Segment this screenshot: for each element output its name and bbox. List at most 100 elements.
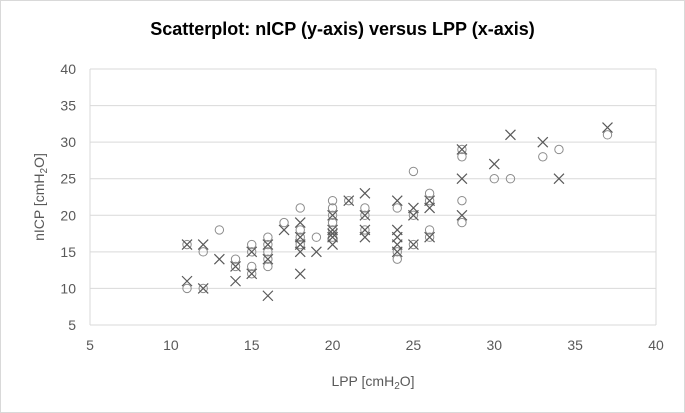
y-tick-label: 40 — [60, 61, 76, 77]
y-tick-label: 5 — [68, 317, 76, 333]
x-marker — [327, 209, 338, 221]
circle-marker — [392, 203, 402, 213]
x-marker — [246, 268, 258, 280]
circle-marker — [263, 239, 273, 250]
circle-marker — [279, 217, 289, 228]
x-marker — [359, 187, 371, 199]
y-tick-label: 30 — [60, 134, 76, 150]
circle-marker — [295, 203, 305, 213]
circle-marker — [263, 254, 273, 264]
circle-marker — [327, 210, 338, 220]
x-marker — [230, 275, 241, 287]
x-marker — [424, 231, 436, 243]
circle-marker — [424, 195, 435, 206]
circle-marker — [327, 217, 338, 228]
x-marker — [294, 268, 306, 280]
x-marker — [553, 173, 565, 185]
circle-marker — [424, 188, 435, 199]
x-tick-label: 10 — [163, 337, 179, 353]
x-marker — [181, 275, 193, 287]
x-marker — [359, 209, 371, 221]
circle-marker — [230, 261, 241, 272]
x-marker — [456, 144, 468, 155]
circle-marker — [263, 247, 273, 257]
x-marker — [294, 217, 306, 229]
x-marker — [197, 239, 209, 250]
x-marker — [408, 239, 419, 250]
y-tick-label: 15 — [60, 244, 76, 260]
x-marker — [505, 129, 516, 141]
x-marker — [488, 158, 500, 170]
x-marker — [327, 239, 338, 250]
chart-title: Scatterplot: nICP (y-axis) versus LPP (x… — [150, 19, 535, 39]
x-marker — [294, 246, 306, 258]
circle-marker — [408, 239, 419, 250]
circle-marker — [263, 232, 273, 242]
circle-marker — [295, 232, 305, 242]
circle-marker — [198, 283, 208, 294]
x-marker — [456, 209, 468, 221]
x-tick-label: 15 — [244, 337, 260, 353]
circle-marker — [392, 247, 402, 257]
circle-marker — [327, 203, 338, 213]
x-marker — [181, 239, 193, 250]
circle-marker — [182, 283, 192, 294]
circle-marker — [327, 195, 338, 206]
circle-marker — [247, 269, 257, 279]
circle-marker — [360, 225, 370, 235]
x-tick-label: 20 — [325, 337, 341, 353]
x-tick-label: 30 — [486, 337, 502, 353]
x-marker — [343, 195, 355, 207]
x-marker — [278, 224, 290, 236]
x-marker — [391, 246, 403, 258]
circle-marker — [247, 239, 257, 250]
x-marker — [359, 231, 371, 243]
circle-marker — [457, 144, 467, 155]
circle-marker — [311, 232, 322, 242]
circle-marker — [538, 152, 548, 162]
x-marker — [408, 209, 419, 221]
circle-marker — [360, 210, 370, 220]
x-tick-label: 35 — [567, 337, 583, 353]
circle-marker — [505, 174, 516, 184]
x-marker — [230, 261, 241, 272]
x-marker — [424, 202, 436, 214]
circle-marker — [489, 174, 499, 184]
circle-marker — [457, 152, 467, 162]
circle-marker — [408, 210, 419, 220]
circle-marker — [457, 217, 467, 228]
circle-marker — [263, 261, 273, 272]
circle-marker — [295, 239, 305, 250]
x-marker — [213, 253, 225, 265]
x-marker — [537, 136, 549, 148]
x-marker — [246, 246, 258, 258]
circle-marker — [554, 144, 564, 155]
circle-marker — [408, 166, 419, 177]
circle-marker — [247, 261, 257, 272]
circle-marker — [392, 254, 402, 264]
y-tick-label: 10 — [60, 280, 76, 296]
circle-marker — [295, 225, 305, 235]
x-marker — [197, 283, 209, 294]
x-marker — [262, 290, 274, 302]
circle-marker — [424, 232, 435, 242]
circle-marker — [230, 254, 241, 264]
x-tick-label: 25 — [406, 337, 422, 353]
circle-marker — [457, 195, 467, 206]
circle-marker — [198, 247, 208, 257]
circle-marker — [602, 130, 613, 140]
circle-marker — [247, 247, 257, 257]
x-marker — [327, 228, 338, 239]
x-axis-title: LPP [cmH2O] — [331, 373, 414, 392]
x-tick-label: 40 — [648, 337, 664, 353]
circle-marker — [360, 203, 370, 213]
x-marker — [262, 239, 274, 250]
y-axis-title: nICP [cmH2O] — [31, 153, 50, 241]
x-marker — [310, 246, 322, 258]
x-marker — [456, 173, 468, 185]
circle-marker — [214, 225, 225, 235]
circle-marker — [182, 239, 192, 250]
x-marker — [262, 253, 274, 265]
